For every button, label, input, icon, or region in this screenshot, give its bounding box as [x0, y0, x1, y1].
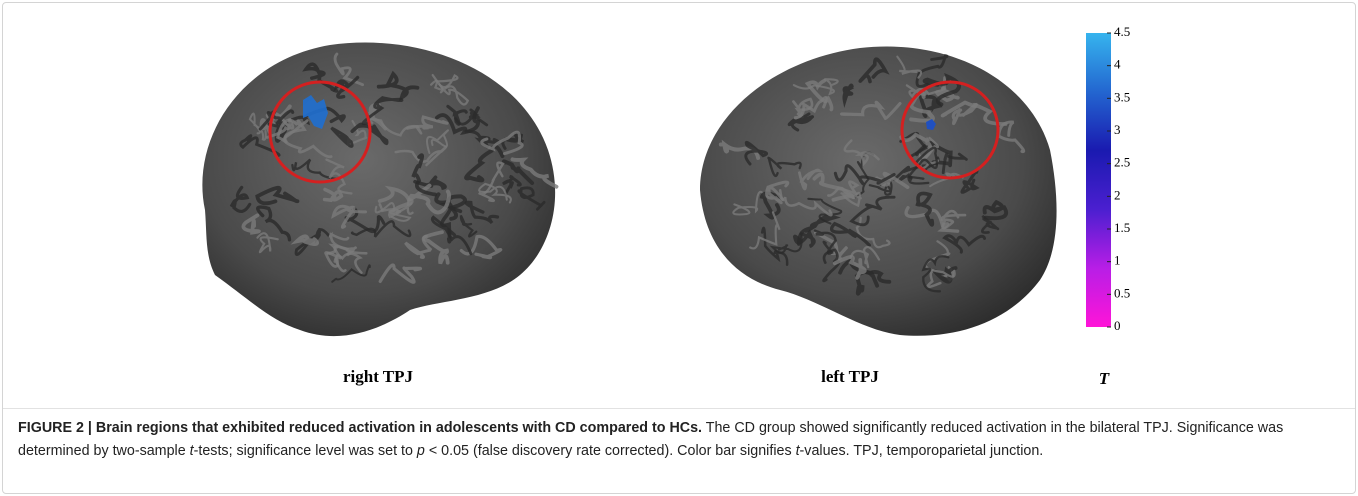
separator — [3, 408, 1355, 409]
brain-left — [700, 47, 1057, 336]
caption-title: FIGURE 2 | Brain regions that exhibited … — [18, 420, 702, 436]
brain-right — [202, 42, 556, 336]
caption-text: -tests; significance level was set to — [194, 443, 417, 459]
colorbar-tick-label: 4 — [1114, 57, 1121, 72]
colorbar-tick-label: 1 — [1114, 253, 1121, 268]
brain-surface — [700, 47, 1057, 336]
panel-label: right TPJ — [343, 367, 414, 386]
colorbar-tick-label: 3 — [1114, 122, 1121, 137]
caption: FIGURE 2 | Brain regions that exhibited … — [18, 417, 1340, 462]
colorbar-tick-label: 2 — [1114, 187, 1121, 202]
caption-text: -values. TPJ, temporoparietal junction. — [800, 443, 1044, 459]
colorbar-label: T — [1099, 369, 1110, 388]
colorbar-tick-label: 3.5 — [1114, 89, 1130, 104]
colorbar-tick-label: 4.5 — [1114, 24, 1130, 39]
figure-image: right TPJ left TPJ T 0 0.5 1 1.5 2 2.5 3 3.5 4 4.… — [0, 0, 1358, 410]
colorbar-tick-label: 1.5 — [1114, 220, 1130, 235]
colorbar — [1086, 33, 1111, 327]
colorbar-tick-label: 0.5 — [1114, 285, 1130, 300]
colorbar-tick-label: 0 — [1114, 318, 1121, 333]
panel-label: left TPJ — [821, 367, 879, 386]
caption-italic: p — [417, 443, 425, 459]
colorbar-tick-label: 2.5 — [1114, 155, 1130, 170]
caption-text: < 0.05 (false discovery rate corrected).… — [425, 443, 796, 459]
